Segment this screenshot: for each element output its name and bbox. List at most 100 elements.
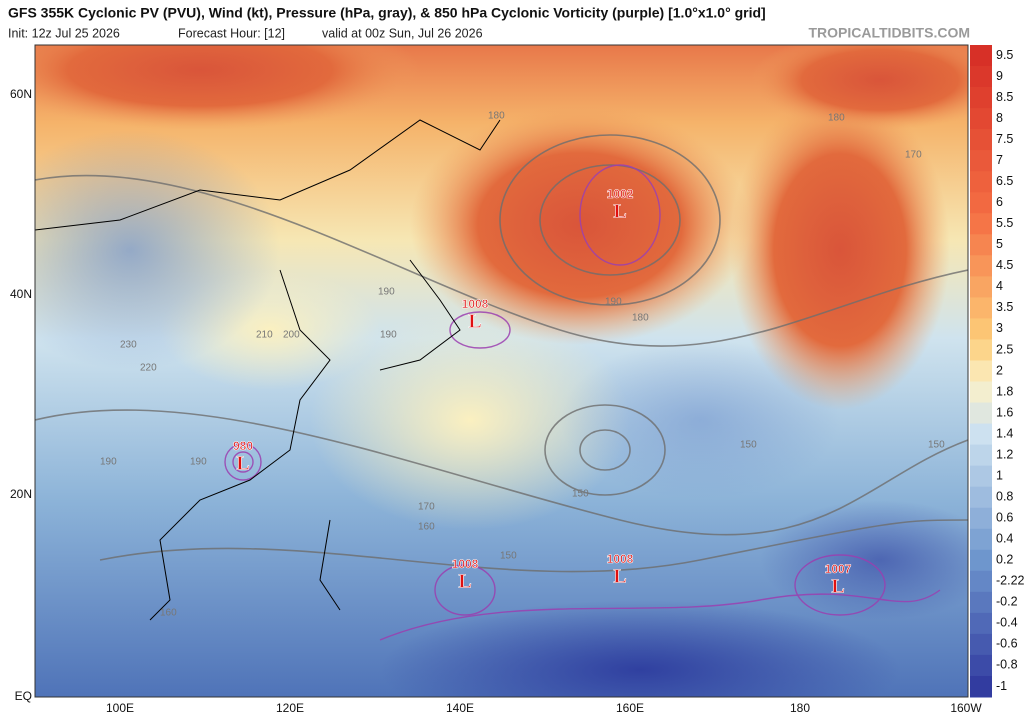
valid-time: valid at 00z Sun, Jul 26 2026 [322,26,483,40]
low-pressure: 1008 [607,552,634,566]
colorbar-label: -0.6 [996,637,1018,651]
colorbar-label: 2.5 [996,342,1013,356]
contour-label: 160 [418,522,435,533]
colorbar-swatch [970,108,992,130]
low-symbol: L [468,311,481,333]
colorbar-label: 4.5 [996,258,1013,272]
contour-label: 210 [256,330,273,341]
low-symbol: L [613,566,626,588]
colorbar-label: 6.5 [996,174,1013,188]
colorbar-swatch [970,276,992,298]
colorbar-label: 8.5 [996,90,1013,104]
colorbar-swatch [970,87,992,109]
title: GFS 355K Cyclonic PV (PVU), Wind (kt), P… [8,5,766,21]
colorbar-label: 0.8 [996,489,1013,503]
colorbar-swatch [970,234,992,256]
lat-label: EQ [15,689,32,703]
colorbar-swatch [970,255,992,277]
colorbar-label: 0.4 [996,532,1013,546]
lon-label: 140E [446,701,474,715]
colorbar-swatch [970,612,992,635]
colorbar: 9.5 9 8.5 8 7.5 7 6.5 6 5.5 5 4.5 4 3.5 3 2.5 2 1.8 1.6 1.… [970,45,1024,698]
colorbar-swatch [970,633,992,656]
colorbar-swatch [970,171,992,193]
colorbar-label: 5 [996,237,1003,251]
contour-label: 230 [120,340,137,351]
colorbar-swatch [970,486,992,509]
colorbar-label: -0.2 [996,595,1018,609]
low-symbol: L [458,571,471,593]
colorbar-swatch [970,654,992,677]
lon-label: 160E [616,701,644,715]
colorbar-swatch [970,549,992,572]
colorbar-swatch [970,465,992,488]
colorbar-swatch [970,66,992,88]
colorbar-swatch [970,675,992,698]
colorbar-label: 3.5 [996,300,1013,314]
low-pressure: 1007 [825,562,852,576]
contour-label: 200 [283,330,300,341]
colorbar-label: 0.2 [996,553,1013,567]
colorbar-swatch [970,192,992,214]
colorbar-label: -0.4 [996,616,1018,630]
low-pressure: 1008 [462,297,489,311]
colorbar-swatch [970,507,992,530]
contour-label: 180 [632,313,649,324]
colorbar-swatch [970,129,992,151]
contour-label: 160 [160,608,177,619]
lat-label: 60N [10,87,32,101]
contour-label: 180 [828,113,845,124]
map-frame [34,44,969,698]
colorbar-label: 1.2 [996,447,1013,461]
colorbar-swatch [970,444,992,467]
lon-label: 120E [276,701,304,715]
colorbar-label: -1 [996,679,1007,693]
contour-label: 190 [605,297,622,308]
colorbar-label: 9 [996,69,1003,83]
init: Init: 12z Jul 25 2026 [8,26,120,40]
colorbar-label: 7 [996,153,1003,167]
colorbar-label: 4 [996,279,1003,293]
low-symbol: L [831,576,844,598]
colorbar-label: 2 [996,363,1003,377]
colorbar-swatch [970,339,992,361]
colorbar-label: 6 [996,195,1003,209]
colorbar-label: 7.5 [996,132,1013,146]
colorbar-swatch [970,423,992,446]
colorbar-label: 9.5 [996,48,1013,62]
colorbar-swatch [970,570,992,593]
lat-label: 40N [10,287,32,301]
colorbar-label: -2.22 [996,574,1024,588]
low-symbol: L [613,201,626,223]
colorbar-label: 1.6 [996,405,1013,419]
colorbar-label: 0.6 [996,511,1013,525]
colorbar-label: 1.8 [996,384,1013,398]
colorbar-label: -0.8 [996,658,1018,672]
colorbar-swatch [970,381,992,404]
site: TROPICALTIDBITS.COM [808,25,970,41]
contour-label: 190 [378,287,395,298]
colorbar-label: 8 [996,111,1003,125]
contour-label: 150 [928,440,945,451]
low-pressure: 1002 [607,187,634,201]
colorbar-swatch [970,591,992,614]
lon-label: 160W [950,701,982,715]
map-field [35,45,968,697]
contour-label: 180 [488,111,505,122]
low-pressure: 1008 [452,557,479,571]
colorbar-swatch [970,45,992,67]
low-symbol: L [236,453,249,475]
contour-label: 170 [905,150,922,161]
colorbar-label: 3 [996,321,1003,335]
contour-label: 150 [572,489,589,500]
lat-label: 20N [10,487,32,501]
colorbar-swatch [970,360,992,383]
contour-label: 220 [140,363,157,374]
contour-label: 170 [418,502,435,513]
colorbar-label: 1 [996,468,1003,482]
colorbar-swatch [970,297,992,319]
contour-label: 150 [500,551,517,562]
colorbar-label: 1.4 [996,426,1013,440]
contour-label: 190 [380,330,397,341]
forecast-hour: Forecast Hour: [12] [178,26,285,40]
